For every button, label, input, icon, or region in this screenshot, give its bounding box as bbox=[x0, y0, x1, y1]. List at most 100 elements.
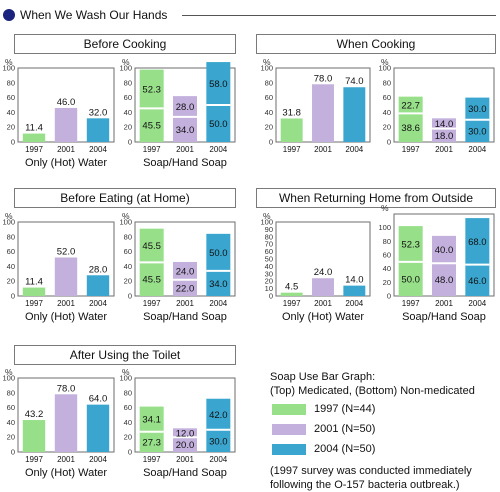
soap-bar-bottom-value-label: 45.5 bbox=[142, 121, 161, 132]
water-axis-ytick-label: 0 bbox=[11, 448, 15, 457]
water-axis-ytick-label: 80 bbox=[7, 232, 15, 241]
water-bar-value-label: 43.2 bbox=[25, 409, 44, 420]
soap-axis-ylabel: % bbox=[381, 203, 389, 213]
soap-axis-ytick-label: 40 bbox=[124, 418, 132, 427]
soap-bar-bottom-value-label: 38.6 bbox=[401, 123, 420, 134]
water-axis-ytick-label: 40 bbox=[265, 262, 273, 271]
soap-axis-ytick-label: 60 bbox=[383, 93, 391, 102]
soap-bar-nonmedicated-1997 bbox=[398, 261, 423, 296]
legend-note-line-2: following the O-157 bacteria outbreak.) bbox=[270, 479, 460, 491]
soap-xtick-label: 2001 bbox=[176, 145, 194, 154]
soap-bar-bottom-value-label: 18.0 bbox=[435, 131, 454, 142]
legend-swatch-2001 bbox=[272, 424, 306, 435]
water-axis-ytick-label: 40 bbox=[7, 108, 15, 117]
soap-axis-ytick-label: 20 bbox=[383, 278, 391, 287]
legend-item-1997: 1997 (N=44) bbox=[270, 402, 495, 418]
water-bar-1997 bbox=[22, 133, 46, 142]
water-axis-ytick-label: 80 bbox=[7, 388, 15, 397]
water-axis-ytick-label: 0 bbox=[269, 292, 273, 301]
legend-item-2001: 2001 (N=50) bbox=[270, 422, 495, 438]
soap-xtick-label: 2001 bbox=[435, 145, 453, 154]
legend-note-line-1: (1997 survey was conducted immediately bbox=[270, 465, 472, 477]
soap-bar-medicated-2001 bbox=[432, 235, 456, 264]
section-header: When We Wash Our Hands bbox=[0, 5, 500, 25]
water-xtick-label: 2004 bbox=[345, 299, 363, 308]
water-axis-ytick-label: 30 bbox=[265, 269, 273, 278]
water-axis-ytick-label: 20 bbox=[7, 277, 15, 286]
soap-bar-medicated-1997 bbox=[398, 96, 423, 114]
water-axis-ytick-label: 100 bbox=[2, 218, 15, 227]
water-bar-1997 bbox=[22, 287, 46, 296]
water-axis-xlabel: Only (Hot) Water bbox=[282, 311, 364, 323]
water-axis-ytick-label: 90 bbox=[265, 225, 273, 234]
water-bar-1997 bbox=[280, 292, 303, 296]
soap-axis-xlabel: Soap/Hand Soap bbox=[402, 311, 486, 323]
water-bar-1997 bbox=[22, 420, 46, 452]
water-axis-ytick-label: 100 bbox=[260, 64, 273, 73]
water-axis-ytick-label: 20 bbox=[265, 123, 273, 132]
water-bar-2001 bbox=[312, 278, 334, 296]
legend-swatch-1997 bbox=[272, 404, 306, 415]
water-axis-ytick-label: 60 bbox=[265, 93, 273, 102]
soap-axis-ytick-label: 60 bbox=[124, 93, 132, 102]
soap-bar-bottom-value-label: 27.3 bbox=[142, 437, 161, 448]
soap-bar-top-value-label: 52.3 bbox=[142, 84, 161, 95]
panel-chart-group: 0 20 40 60 80 100% Only (Hot) Water 11.4 1997 52.… bbox=[2, 211, 236, 323]
water-xtick-label: 2001 bbox=[314, 299, 332, 308]
soap-bar-bottom-value-label: 46.0 bbox=[468, 276, 487, 287]
panel-title-before-cooking: Before Cooking bbox=[14, 34, 236, 54]
soap-axis-ytick-label: 80 bbox=[383, 78, 391, 87]
panel-title-when-cooking: When Cooking bbox=[256, 34, 496, 54]
soap-xtick-label: 2001 bbox=[176, 299, 194, 308]
soap-axis-ytick-label: 20 bbox=[124, 277, 132, 286]
soap-xtick-label: 1997 bbox=[402, 299, 420, 308]
water-bar-value-label: 64.0 bbox=[89, 394, 108, 405]
soap-bar-nonmedicated-2001 bbox=[432, 263, 456, 296]
legend: Soap Use Bar Graph: (Top) Medicated, (Bo… bbox=[270, 370, 495, 492]
water-axis-ytick-label: 0 bbox=[11, 292, 15, 301]
soap-axis-xlabel: Soap/Hand Soap bbox=[143, 467, 227, 479]
water-bar-1997 bbox=[280, 118, 303, 142]
water-xtick-label: 2001 bbox=[57, 299, 75, 308]
soap-axis-ytick-label: 20 bbox=[383, 123, 391, 132]
water-axis-ytick-label: 20 bbox=[265, 277, 273, 286]
soap-bar-top-value-label: 12.0 bbox=[176, 428, 195, 439]
water-bar-2001 bbox=[54, 257, 78, 296]
soap-axis-ytick-label: 80 bbox=[383, 237, 391, 246]
soap-bar-nonmedicated-1997 bbox=[398, 113, 423, 142]
water-bar-2004 bbox=[86, 404, 110, 452]
soap-axis-ytick-label: 40 bbox=[383, 108, 391, 117]
water-bar-value-label: 11.4 bbox=[25, 277, 43, 288]
soap-xtick-label: 1997 bbox=[143, 145, 161, 154]
panel-chart-group: 0 20 40 60 80 100% Only (Hot) Water 43.2 1997 78.… bbox=[2, 367, 236, 479]
soap-bar-medicated-2004 bbox=[206, 233, 231, 271]
panel-chart-group: 020406080100%31.8199778.0200174.02004020… bbox=[260, 57, 495, 154]
soap-axis-ytick-label: 0 bbox=[128, 448, 132, 457]
soap-bar-medicated-1997 bbox=[139, 406, 164, 432]
soap-axis-ylabel: % bbox=[122, 211, 130, 221]
water-axis-xlabel: Only (Hot) Water bbox=[25, 311, 107, 323]
water-bar-2004 bbox=[86, 275, 110, 296]
water-xtick-label: 1997 bbox=[283, 145, 301, 154]
soap-xtick-label: 1997 bbox=[143, 455, 161, 464]
water-bar-2001 bbox=[312, 84, 334, 142]
water-xtick-label: 2004 bbox=[89, 145, 107, 154]
water-axis-ytick-label: 80 bbox=[7, 78, 15, 87]
panel-chart-group: 0 20 40 60 80 100% Only (Hot) Water 11.4 1997 46.… bbox=[2, 57, 236, 169]
legend-label-2001: 2001 (N=50) bbox=[314, 423, 376, 435]
soap-bar-bottom-value-label: 50.0 bbox=[209, 119, 228, 130]
panel-title-after-toilet: After Using the Toilet bbox=[14, 345, 236, 365]
water-bar-value-label: 32.0 bbox=[89, 107, 108, 118]
soap-axis-xlabel: Soap/Hand Soap bbox=[143, 157, 227, 169]
water-bar-value-label: 78.0 bbox=[57, 383, 76, 394]
water-axis-ytick-label: 100 bbox=[2, 374, 15, 383]
water-axis-ytick-label: 60 bbox=[265, 247, 273, 256]
soap-axis-ytick-label: 40 bbox=[124, 262, 132, 271]
water-axis-ytick-label: 10 bbox=[265, 284, 273, 293]
legend-label-2004: 2004 (N=50) bbox=[314, 443, 376, 455]
water-xtick-label: 2004 bbox=[89, 299, 107, 308]
water-bar-value-label: 74.0 bbox=[345, 76, 364, 87]
soap-axis-ytick-label: 80 bbox=[124, 388, 132, 397]
water-axis-ytick-label: 0 bbox=[11, 138, 15, 147]
